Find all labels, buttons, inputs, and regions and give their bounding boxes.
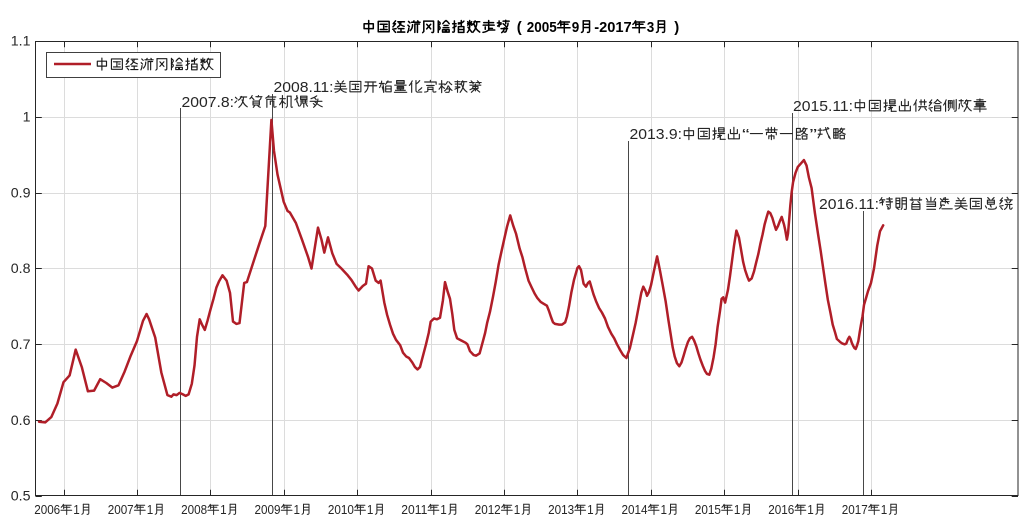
- svg-text:1: 1: [220, 502, 227, 517]
- svg-text:2008: 2008: [181, 502, 207, 517]
- svg-text:0.9: 0.9: [11, 185, 31, 201]
- svg-text:-2017: -2017: [594, 19, 632, 36]
- svg-text:2013: 2013: [548, 502, 574, 517]
- svg-text:1: 1: [294, 502, 301, 517]
- svg-text:2009: 2009: [255, 502, 281, 517]
- svg-text:2007: 2007: [108, 502, 134, 517]
- svg-text:2014: 2014: [622, 502, 648, 517]
- svg-text:2016.11:: 2016.11:: [819, 196, 879, 213]
- svg-text:”: ”: [810, 126, 818, 143]
- svg-text:0.7: 0.7: [11, 337, 31, 353]
- svg-text:2008.11:: 2008.11:: [274, 79, 334, 96]
- svg-text:2007.8:: 2007.8:: [182, 94, 235, 111]
- svg-text:2005: 2005: [527, 19, 557, 36]
- svg-text:2015: 2015: [695, 502, 721, 517]
- svg-text:2011: 2011: [401, 502, 427, 517]
- svg-text:1: 1: [734, 502, 741, 517]
- svg-text:2010: 2010: [328, 502, 354, 517]
- svg-text:1: 1: [73, 502, 80, 517]
- svg-text:9: 9: [572, 19, 580, 36]
- svg-text:1: 1: [807, 502, 814, 517]
- svg-text:1.1: 1.1: [11, 34, 31, 50]
- svg-text:1: 1: [661, 502, 668, 517]
- svg-text:3: 3: [647, 19, 655, 36]
- svg-text:“: “: [742, 126, 750, 143]
- svg-text:1: 1: [514, 502, 521, 517]
- svg-text:0.8: 0.8: [11, 261, 31, 277]
- svg-text:(: (: [517, 19, 522, 36]
- svg-text:1: 1: [881, 502, 888, 517]
- svg-text:0.6: 0.6: [11, 413, 31, 429]
- svg-text:2016: 2016: [768, 502, 794, 517]
- svg-text:1: 1: [147, 502, 154, 517]
- svg-text:2013.9:: 2013.9:: [630, 126, 683, 143]
- svg-text:2006: 2006: [34, 502, 60, 517]
- svg-text:0.5: 0.5: [11, 489, 31, 505]
- svg-text:2015.11:: 2015.11:: [793, 98, 853, 115]
- svg-text:2017: 2017: [842, 502, 868, 517]
- svg-text:): ): [674, 19, 679, 36]
- svg-text:1: 1: [587, 502, 594, 517]
- svg-text:1: 1: [440, 502, 447, 517]
- svg-text:2012: 2012: [475, 502, 501, 517]
- svg-text:1: 1: [23, 110, 31, 126]
- svg-text:1: 1: [367, 502, 374, 517]
